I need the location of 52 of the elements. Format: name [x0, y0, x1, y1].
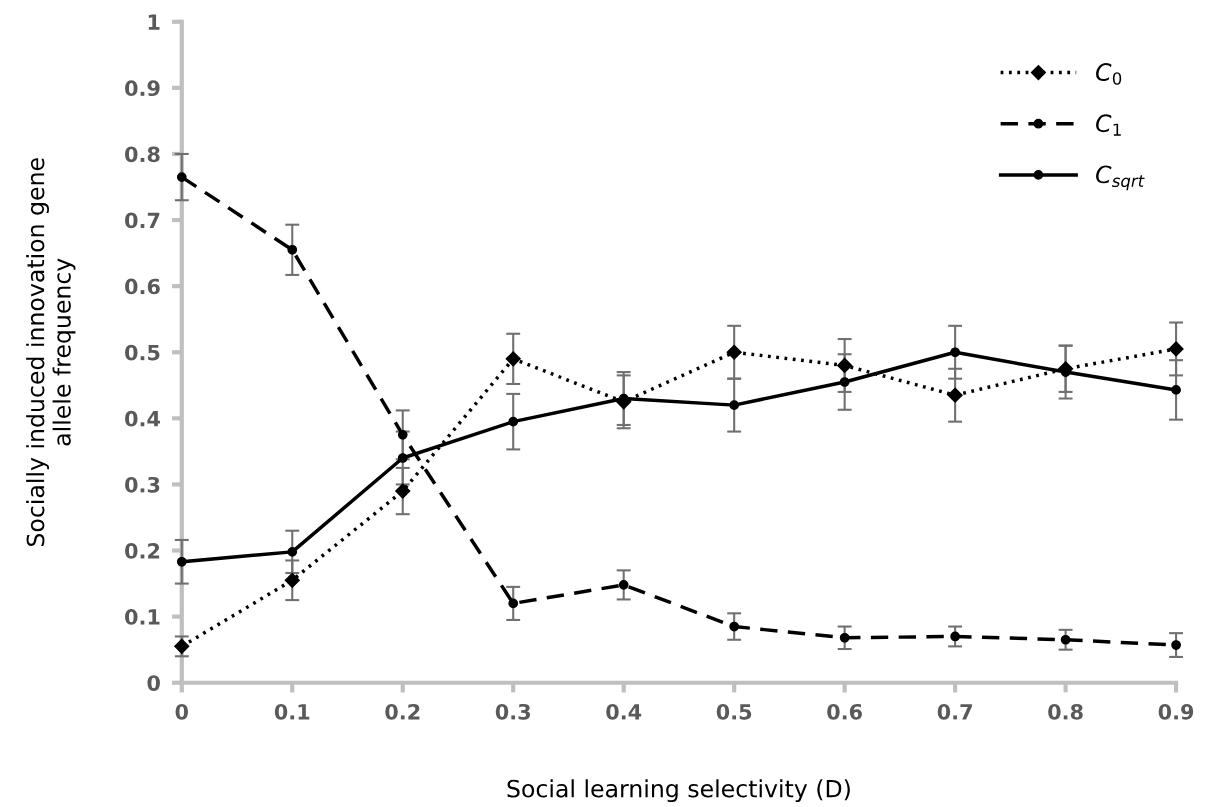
- x-tick-label: 0: [175, 703, 189, 720]
- point: [176, 172, 187, 182]
- legend-label: C$_{sqrt}$: [1096, 165, 1145, 191]
- point: [287, 244, 298, 255]
- point: [729, 621, 740, 632]
- legend-label: C$_{1}$: [1096, 114, 1121, 136]
- y-tick-label: 0.9: [125, 80, 160, 97]
- point: [950, 631, 960, 642]
- y-tick-label: 0.7: [125, 212, 160, 229]
- y-tick-label: 0.6: [125, 278, 160, 295]
- x-tick-label: 0.7: [937, 703, 972, 720]
- y-tick-label: 0: [147, 675, 160, 691]
- point: [397, 453, 408, 463]
- x-axis-title: Social learning selectivity (D): [507, 779, 850, 803]
- point: [950, 347, 960, 358]
- x-tick-label: 0.3: [495, 703, 531, 720]
- x-tick-label: 0.6: [827, 703, 862, 720]
- y-tick-label: 1: [148, 14, 160, 30]
- x-tick-label: 0.2: [385, 703, 420, 720]
- x-tick-label: 0.8: [1048, 703, 1083, 720]
- point: [176, 556, 187, 567]
- point: [505, 351, 521, 367]
- y-tick-label: 0.8: [125, 146, 160, 163]
- point: [287, 546, 298, 557]
- point: [397, 430, 408, 440]
- x-tick-label: 0.9: [1158, 703, 1194, 720]
- point: [508, 416, 519, 427]
- point: [395, 483, 411, 499]
- x-tick-label: 0.1: [274, 703, 310, 720]
- point: [1168, 341, 1184, 357]
- point: [837, 357, 853, 374]
- y-tick-label: 0.1: [125, 609, 160, 625]
- point: [174, 638, 190, 654]
- x-tick-label: 0.4: [606, 703, 642, 720]
- y-tick-label: 0.4: [125, 410, 160, 427]
- legend-label: C$_{0}$: [1096, 63, 1122, 85]
- point: [508, 598, 519, 609]
- point: [618, 580, 629, 590]
- point: [839, 632, 850, 643]
- point: [1060, 634, 1071, 645]
- y-tick-label: 0.5: [125, 344, 160, 361]
- point: [284, 572, 300, 588]
- y-tick-label: 0.3: [125, 476, 160, 493]
- x-tick-label: 0.5: [716, 703, 752, 720]
- point: [1171, 640, 1181, 650]
- point: [1171, 385, 1181, 395]
- point: [729, 400, 740, 410]
- point: [726, 344, 742, 360]
- point: [947, 387, 963, 403]
- y-axis-title: Socially induced innovation gene allele frequency: [26, 158, 76, 547]
- y-tick-label: 0.2: [125, 542, 160, 559]
- point: [839, 377, 850, 387]
